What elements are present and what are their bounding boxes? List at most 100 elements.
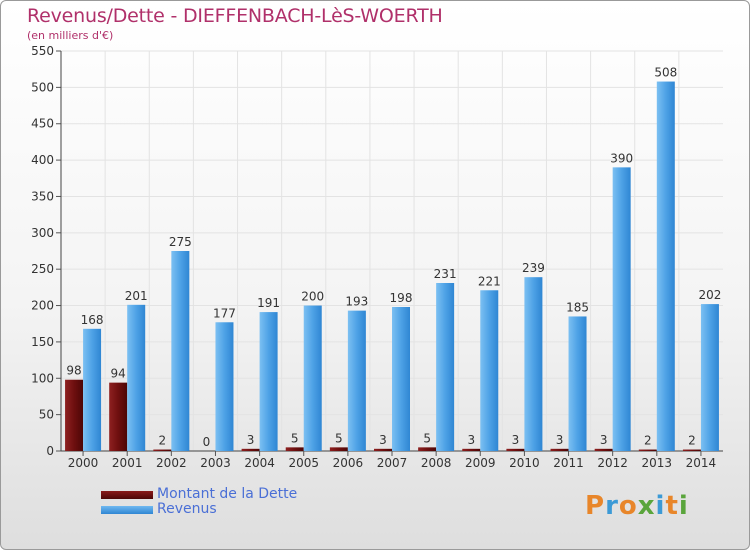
revenue-bar-2006 <box>347 310 366 451</box>
legend-swatch-revenue <box>101 505 153 514</box>
logo-letter: P <box>585 491 606 521</box>
legend-item-revenue: Revenus <box>101 502 297 517</box>
revenue-value-label: 390 <box>610 151 633 165</box>
debt-bar-2005 <box>285 447 304 451</box>
revenue-bar-2011 <box>568 316 587 451</box>
revenue-bar-2001 <box>127 304 146 451</box>
x-tick-label: 2009 <box>465 456 496 470</box>
logo-letter: o <box>618 491 638 521</box>
bars <box>65 81 719 451</box>
debt-value-label: 2 <box>159 434 167 448</box>
logo-letter: t <box>665 491 679 521</box>
y-tick-label: 250 <box>31 262 54 276</box>
y-tick-label: 100 <box>31 371 54 385</box>
revenue-value-label: 191 <box>257 296 280 310</box>
revenue-value-label: 177 <box>213 306 236 320</box>
x-tick-label: 2006 <box>333 456 364 470</box>
debt-value-label: 2 <box>688 434 696 448</box>
logo-letter: x <box>637 491 656 521</box>
revenue-bar-2008 <box>436 283 455 451</box>
x-tick-label: 2002 <box>156 456 187 470</box>
debt-value-label: 3 <box>556 433 564 447</box>
revenue-bar-2005 <box>303 305 322 451</box>
y-tick-label: 500 <box>31 80 54 94</box>
revenue-bar-2013 <box>656 81 675 451</box>
logo-letter: r <box>605 491 619 521</box>
revenue-value-label: 508 <box>654 66 677 80</box>
revenue-bar-2009 <box>480 290 499 451</box>
debt-bar-2012 <box>594 448 613 451</box>
debt-value-label: 5 <box>291 431 299 445</box>
revenue-bar-2003 <box>215 322 234 451</box>
y-tick-label: 550 <box>31 44 54 58</box>
revenue-value-label: 168 <box>81 313 104 327</box>
debt-value-label: 2 <box>644 434 652 448</box>
y-tick-label: 150 <box>31 335 54 349</box>
debt-value-label: 3 <box>247 433 255 447</box>
y-tick-label: 300 <box>31 226 54 240</box>
revenue-value-label: 200 <box>301 290 324 304</box>
revenue-value-label: 239 <box>522 261 545 275</box>
debt-bar-2011 <box>550 448 569 451</box>
x-tick-label: 2001 <box>112 456 143 470</box>
debt-value-label: 3 <box>512 433 520 447</box>
debt-value-label: 3 <box>467 433 475 447</box>
debt-value-label: 94 <box>111 367 126 381</box>
debt-bar-2006 <box>329 447 348 451</box>
revenue-value-label: 198 <box>390 291 413 305</box>
x-tick-label: 2004 <box>244 456 275 470</box>
debt-bar-2013 <box>638 449 657 451</box>
logo-letter: i <box>655 491 666 521</box>
y-tick-label: 200 <box>31 299 54 313</box>
y-tick-label: 450 <box>31 117 54 131</box>
y-tick-label: 400 <box>31 153 54 167</box>
revenue-value-label: 185 <box>566 300 589 314</box>
debt-bar-2010 <box>506 448 525 451</box>
legend-label-debt: Montant de la Dette <box>157 486 298 502</box>
data-labels: 98 168 94 201 2 275 0 177 3 191 5 200 5 193 3 198 5 231 3 2… <box>66 66 721 449</box>
x-tick-label: 2008 <box>421 456 452 470</box>
x-tick-label: 2007 <box>377 456 408 470</box>
revenue-value-label: 231 <box>434 267 457 281</box>
x-tick-label: 2014 <box>686 456 717 470</box>
proxiti-logo: Proxiti <box>585 491 689 521</box>
debt-bar-2014 <box>682 449 701 451</box>
legend-swatch-debt <box>101 490 153 499</box>
x-tick-label: 2013 <box>642 456 673 470</box>
legend-item-debt: Montant de la Dette <box>101 487 297 502</box>
revenue-bar-2012 <box>612 167 631 451</box>
x-tick-label: 2000 <box>68 456 99 470</box>
revenue-value-label: 193 <box>345 295 368 309</box>
revenue-value-label: 275 <box>169 235 192 249</box>
debt-bar-2007 <box>374 448 392 451</box>
debt-value-label: 5 <box>423 431 431 445</box>
debt-bar-2008 <box>418 447 437 451</box>
debt-bar-2004 <box>241 448 260 451</box>
debt-value-label: 5 <box>335 431 343 445</box>
revenue-bar-2004 <box>259 312 278 451</box>
chart-subtitle: (en milliers d'€) <box>27 29 114 42</box>
debt-value-label: 3 <box>379 433 387 447</box>
revenue-value-label: 201 <box>125 289 148 303</box>
logo-letter: i <box>678 491 689 521</box>
chart-title: Revenus/Dette - DIEFFENBACH-LèS-WOERTH <box>27 5 443 27</box>
x-tick-label: 2011 <box>553 456 584 470</box>
revenue-bar-2007 <box>392 307 410 451</box>
y-tick-label: 0 <box>46 444 54 458</box>
x-tick-label: 2005 <box>288 456 319 470</box>
x-tick-label: 2012 <box>597 456 628 470</box>
revenue-bar-2014 <box>700 304 719 451</box>
debt-value-label: 3 <box>600 433 608 447</box>
debt-value-label: 0 <box>203 435 211 449</box>
debt-value-label: 98 <box>66 364 81 378</box>
revenue-bar-2000 <box>83 328 102 451</box>
revenue-bar-2010 <box>524 277 543 451</box>
x-tick-label: 2003 <box>200 456 231 470</box>
x-tick-label: 2010 <box>509 456 540 470</box>
debt-bar-2009 <box>462 448 481 451</box>
y-tick-label: 350 <box>31 189 54 203</box>
revenue-value-label: 202 <box>698 288 721 302</box>
legend-label-revenue: Revenus <box>157 501 217 517</box>
